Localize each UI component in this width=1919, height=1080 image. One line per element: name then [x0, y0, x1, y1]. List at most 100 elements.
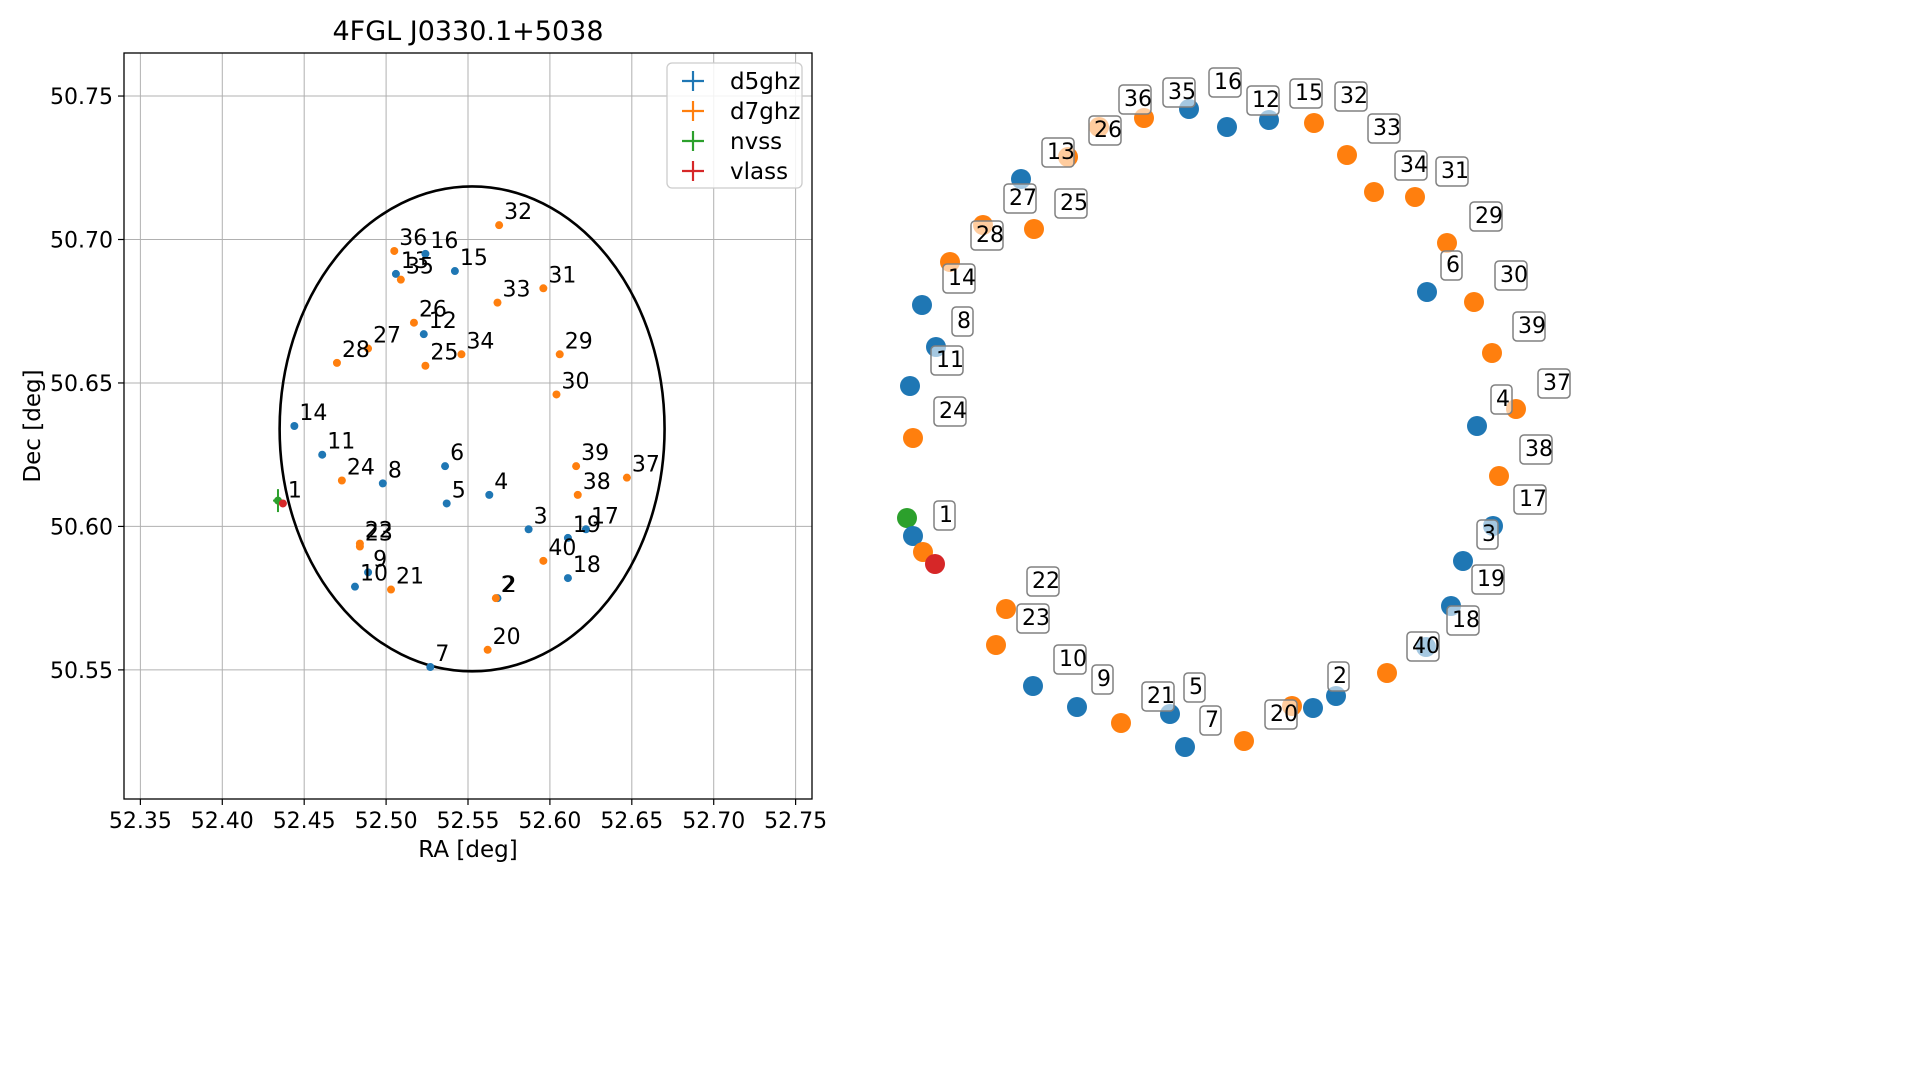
ring-label-box — [1494, 260, 1528, 291]
y-tick-label: 50.55 — [50, 659, 113, 684]
d7ghz-point — [396, 275, 405, 284]
d7ghz-point-label: 38 — [583, 470, 611, 495]
ring-marker-blue — [1217, 117, 1237, 137]
ring-label-box — [942, 263, 976, 294]
ring-label-box — [1334, 81, 1368, 112]
d5ghz-point — [378, 479, 387, 488]
y-tick-label: 50.65 — [50, 372, 113, 397]
ring-label-box — [970, 220, 1004, 251]
ring-label-text: 24 — [939, 399, 967, 424]
ring-label-box — [1003, 183, 1037, 214]
ring-label-box — [1446, 605, 1480, 636]
d7ghz-point-label: 27 — [373, 324, 401, 349]
d7ghz-point — [573, 490, 582, 499]
ring-label-text: 10 — [1059, 647, 1087, 672]
ring-label: 1 — [933, 500, 956, 531]
d5ghz-point — [426, 663, 435, 672]
ring-label: 20 — [1264, 699, 1298, 730]
ring-marker-blue — [912, 295, 932, 315]
ring-label-box — [1141, 681, 1175, 712]
ring-label: 25 — [1054, 188, 1088, 219]
d7ghz-point — [539, 284, 548, 293]
ring-label-box — [1394, 150, 1428, 181]
ring-label-text: 2 — [1333, 664, 1347, 689]
ring-marker-orange — [1405, 187, 1425, 207]
d5ghz-point — [350, 582, 359, 591]
ring-label-box — [1118, 84, 1152, 115]
d7ghz-point-label: 28 — [342, 338, 370, 363]
ring-label: 32 — [1334, 81, 1368, 112]
d7ghz-point-label: 34 — [466, 329, 494, 354]
ring-marker-blue — [1067, 697, 1087, 717]
x-tick-label: 52.35 — [109, 809, 172, 834]
ring-marker-blue — [903, 526, 923, 546]
ring-label-text: 9 — [1097, 667, 1111, 692]
d7ghz-point — [539, 556, 548, 565]
ring-label: 18 — [1446, 605, 1480, 636]
ring-label: 13 — [1041, 137, 1075, 168]
d7ghz-point-label: 36 — [399, 226, 427, 251]
ring-label-text: 38 — [1525, 437, 1553, 462]
d7ghz-point — [495, 221, 504, 230]
ring-label-box — [1519, 434, 1553, 465]
x-tick-label: 52.75 — [764, 809, 827, 834]
ring-label-box — [1183, 672, 1206, 703]
ring-marker-orange — [1464, 292, 1484, 312]
ring-marker-green — [897, 508, 917, 528]
ring-label-text: 5 — [1189, 675, 1203, 700]
ring-marker-blue — [900, 376, 920, 396]
ring-marker-blue — [1303, 698, 1323, 718]
ring-label: 31 — [1435, 156, 1469, 187]
ring-label: 17 — [1513, 484, 1547, 515]
ring-label-text: 15 — [1295, 81, 1323, 106]
ring-label-text: 30 — [1500, 263, 1528, 288]
d5ghz-point — [581, 525, 590, 534]
d7ghz-point-label: 24 — [347, 456, 375, 481]
ring-label-box — [1208, 67, 1242, 98]
d7ghz-point — [491, 594, 500, 603]
chart-title: 4FGL J0330.1+5038 — [332, 16, 603, 47]
d5ghz-point-label: 7 — [435, 642, 449, 667]
ring-label: 23 — [1016, 603, 1050, 634]
d7ghz-point — [390, 246, 399, 255]
x-tick-label: 52.60 — [518, 809, 581, 834]
ring-label-text: 7 — [1205, 708, 1219, 733]
ring-label-text: 19 — [1477, 567, 1505, 592]
d7ghz-point-label: 35 — [406, 255, 434, 280]
ring-label-box — [933, 500, 956, 531]
d5ghz-point-label: 18 — [573, 553, 601, 578]
d5ghz-point-label: 12 — [429, 309, 457, 334]
ring-label-text: 13 — [1047, 140, 1075, 165]
d7ghz-point-label: 23 — [365, 522, 393, 547]
ring-marker-orange — [1489, 466, 1509, 486]
ring-label: 36 — [1118, 84, 1152, 115]
ring-label-box — [1041, 137, 1075, 168]
d7ghz-point-label: 25 — [430, 341, 458, 366]
ring-label-text: 26 — [1094, 118, 1122, 143]
ring-label-text: 1 — [939, 503, 953, 528]
d5ghz-point-label: 8 — [388, 458, 402, 483]
ring-marker-orange — [1234, 731, 1254, 751]
ring-label-text: 29 — [1475, 204, 1503, 229]
d5ghz-point-label: 6 — [450, 441, 464, 466]
d5ghz-point-label: 14 — [299, 401, 327, 426]
ring-label: 10 — [1053, 644, 1087, 675]
ring-label: 34 — [1394, 150, 1428, 181]
legend-label-d5ghz: d5ghz — [730, 69, 800, 95]
d5ghz-point-label: 4 — [494, 470, 508, 495]
d7ghz-point — [364, 344, 373, 353]
ring-label-box — [951, 306, 974, 337]
ring-label-box — [1471, 564, 1505, 595]
ring-marker-orange — [1111, 713, 1131, 733]
d7ghz-point-label: 26 — [419, 298, 447, 323]
d5ghz-point — [524, 525, 533, 534]
ring-label: 27 — [1003, 183, 1037, 214]
y-tick-label: 50.70 — [50, 229, 113, 254]
d5ghz-point — [391, 269, 400, 278]
ring-label: 16 — [1208, 67, 1242, 98]
d5ghz-point — [485, 490, 494, 499]
d7ghz-point-label: 32 — [504, 200, 532, 225]
d5ghz-point — [442, 499, 451, 508]
ring-label-text: 16 — [1214, 70, 1242, 95]
